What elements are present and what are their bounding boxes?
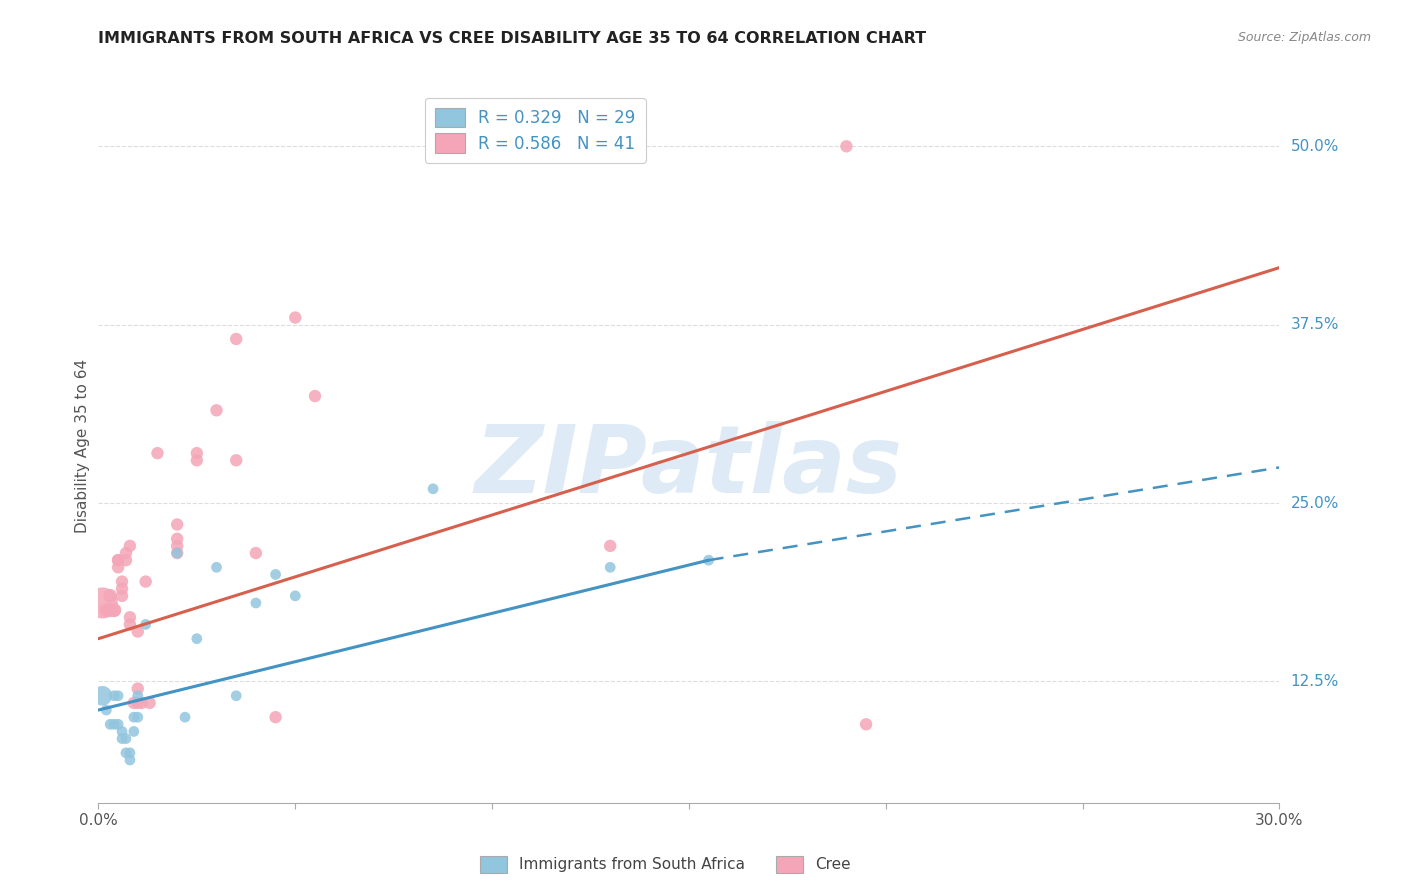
Point: [122, 710, 145, 724]
Point: [205, 560, 228, 574]
Point: [115, 553, 138, 567]
Point: [225, 689, 247, 703]
Point: [107, 560, 129, 574]
Point: [118, 539, 141, 553]
Point: [205, 403, 228, 417]
Point: [264, 567, 287, 582]
Point: [118, 617, 141, 632]
Point: [98, 589, 121, 603]
Point: [98, 603, 121, 617]
Point: [127, 689, 149, 703]
Point: [225, 453, 247, 467]
Point: [118, 610, 141, 624]
Point: [103, 603, 125, 617]
Text: IMMIGRANTS FROM SOUTH AFRICA VS CREE DISABILITY AGE 35 TO 64 CORRELATION CHART: IMMIGRANTS FROM SOUTH AFRICA VS CREE DIS…: [98, 31, 927, 46]
Point: [107, 689, 129, 703]
Point: [131, 696, 153, 710]
Point: [174, 710, 197, 724]
Point: [599, 539, 621, 553]
Point: [91, 689, 114, 703]
Text: 12.5%: 12.5%: [1291, 674, 1339, 689]
Text: 25.0%: 25.0%: [1291, 496, 1339, 510]
Point: [166, 539, 188, 553]
Point: [122, 724, 145, 739]
Point: [115, 746, 138, 760]
Point: [138, 696, 160, 710]
Point: [111, 724, 134, 739]
Point: [599, 560, 621, 574]
Point: [422, 482, 444, 496]
Point: [127, 681, 149, 696]
Point: [111, 731, 134, 746]
Point: [146, 446, 169, 460]
Point: [103, 689, 125, 703]
Point: [111, 574, 134, 589]
Point: [264, 710, 287, 724]
Point: [96, 603, 118, 617]
Point: [103, 603, 125, 617]
Point: [186, 632, 208, 646]
Point: [166, 517, 188, 532]
Point: [103, 717, 125, 731]
Point: [127, 710, 149, 724]
Point: [135, 574, 157, 589]
Point: [98, 717, 121, 731]
Text: Source: ZipAtlas.com: Source: ZipAtlas.com: [1237, 31, 1371, 45]
Point: [111, 582, 134, 596]
Point: [118, 746, 141, 760]
Point: [284, 589, 307, 603]
Text: 50.0%: 50.0%: [1291, 139, 1339, 153]
Point: [186, 446, 208, 460]
Point: [166, 546, 188, 560]
Point: [115, 546, 138, 560]
Point: [91, 596, 114, 610]
Point: [284, 310, 307, 325]
Point: [166, 546, 188, 560]
Text: ZIPatlas: ZIPatlas: [475, 421, 903, 514]
Point: [835, 139, 858, 153]
Point: [96, 703, 118, 717]
Point: [245, 596, 267, 610]
Text: 37.5%: 37.5%: [1291, 318, 1339, 332]
Point: [304, 389, 326, 403]
Point: [186, 453, 208, 467]
Point: [111, 589, 134, 603]
Y-axis label: Disability Age 35 to 64: Disability Age 35 to 64: [75, 359, 90, 533]
Point: [115, 731, 138, 746]
Point: [127, 696, 149, 710]
Point: [225, 332, 247, 346]
Point: [118, 753, 141, 767]
Point: [855, 717, 877, 731]
Point: [107, 717, 129, 731]
Legend: Immigrants from South Africa, Cree: Immigrants from South Africa, Cree: [472, 848, 859, 880]
Point: [127, 624, 149, 639]
Point: [245, 546, 267, 560]
Point: [107, 553, 129, 567]
Point: [135, 617, 157, 632]
Point: [107, 553, 129, 567]
Point: [697, 553, 720, 567]
Point: [166, 532, 188, 546]
Point: [122, 696, 145, 710]
